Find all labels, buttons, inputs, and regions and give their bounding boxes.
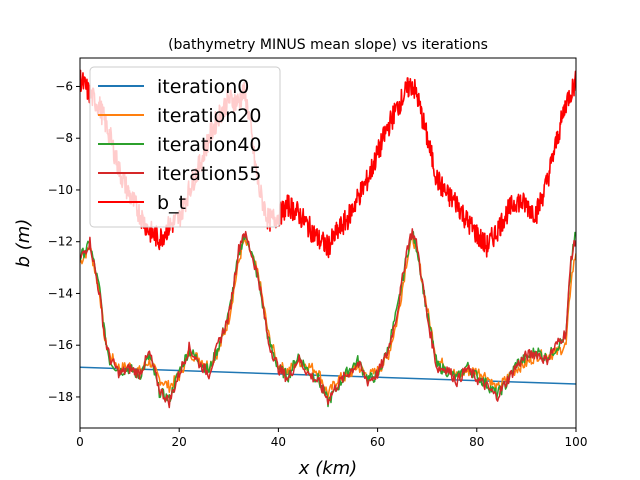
y-tick-label: −10 (48, 183, 73, 197)
y-tick-label: −18 (48, 390, 73, 404)
x-tick-label: 40 (271, 435, 286, 449)
y-axis-label: b (m) (13, 219, 34, 268)
legend-label-iteration55: iteration55 (157, 163, 261, 185)
x-tick-label: 60 (370, 435, 385, 449)
y-tick-label: −14 (48, 286, 73, 300)
x-axis: 0 20 40 60 80 100 (76, 428, 587, 449)
y-tick-label: −12 (48, 235, 73, 249)
chart-title: (bathymetry MINUS mean slope) vs iterati… (168, 37, 488, 53)
legend-label-iteration20: iteration20 (157, 105, 261, 127)
series-line-iteration20 (80, 231, 576, 399)
series-line-iteration55 (80, 228, 576, 409)
plot-frame (79, 57, 577, 429)
series-line-iteration0 (80, 366, 576, 385)
series-line-b_t (80, 69, 576, 259)
x-axis-label: x (km) (298, 458, 357, 479)
x-tick-label: 20 (172, 435, 187, 449)
x-tick-label: 0 (76, 435, 84, 449)
x-tick-label: 80 (469, 435, 484, 449)
legend: iteration0 iteration20 iteration40 iteratio… (89, 66, 281, 228)
y-tick-label: −16 (48, 338, 73, 352)
y-axis: −18 −16 −14 −12 −10 −8 −6 (48, 79, 80, 404)
y-tick-label: −6 (55, 79, 73, 93)
x-tick-label: 100 (565, 435, 588, 449)
legend-label-iteration40: iteration40 (157, 134, 261, 156)
series-layer (80, 69, 576, 409)
legend-label-b_t: b_t (157, 192, 186, 214)
legend-label-iteration0: iteration0 (157, 76, 249, 98)
y-tick-label: −8 (55, 131, 73, 145)
legend-box (89, 66, 281, 228)
